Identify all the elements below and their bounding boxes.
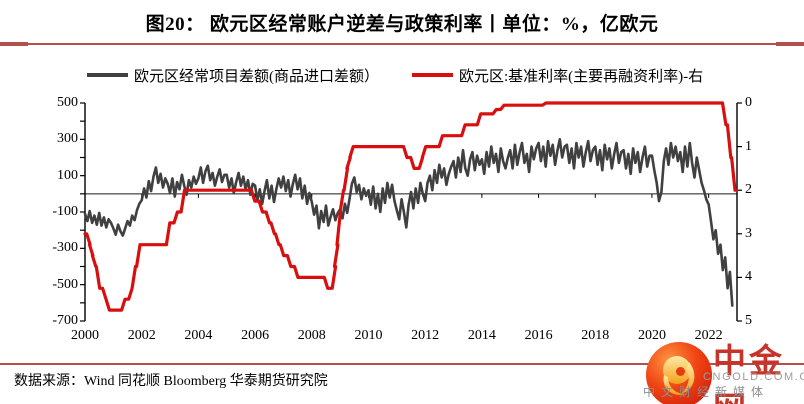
y-right-tick-label: 3 xyxy=(745,225,752,241)
top-divider-rule xyxy=(0,43,804,45)
y-left-tick-label: -300 xyxy=(52,240,78,256)
y-left-tick-label: -100 xyxy=(52,204,78,219)
y-right-tick-label: 5 xyxy=(745,313,752,328)
y-right-tick-label: 2 xyxy=(745,182,752,198)
series-policy-rate-line xyxy=(83,101,739,312)
y-left-tick-label: 500 xyxy=(57,95,78,110)
x-axis-tick-label: 2006 xyxy=(241,328,270,343)
red-line-swatch-icon xyxy=(412,73,453,77)
cngold-domain-text: CNGOLD.COM.CN xyxy=(703,371,804,383)
x-axis-tick-label: 2004 xyxy=(184,328,213,343)
y-left-tick-label: -700 xyxy=(52,313,78,328)
legend-label-current-account: 欧元区经常项目差额(商品进口差额） xyxy=(134,68,379,85)
x-axis-tick-label: 2008 xyxy=(297,328,326,343)
x-axis-tick-label: 2018 xyxy=(581,328,610,343)
top-rule-left-cap xyxy=(0,42,28,46)
x-axis-tick-label: 2016 xyxy=(524,328,553,343)
figure-title: 图20： 欧元区经常账户逆差与政策利率丨单位：%，亿欧元 xyxy=(145,14,659,35)
data-source-note: 数据来源：Wind 同花顺 Bloomberg 华泰期货研究院 xyxy=(14,374,328,389)
cngold-brand-text: 中金网 xyxy=(713,342,785,404)
x-axis-tick-label: 2000 xyxy=(71,328,99,343)
legend-item-policy-rate: 欧元区:基准利率(主要再融资利率)-右 xyxy=(412,65,703,85)
top-rule-right-cap xyxy=(776,42,804,46)
y-right-tick-label: 4 xyxy=(745,269,752,285)
y-left-tick-label: 300 xyxy=(57,131,78,147)
legend-label-policy-rate: 欧元区:基准利率(主要再融资利率)-右 xyxy=(459,68,704,85)
gray-line-swatch-icon xyxy=(87,73,128,77)
y-right-tick-label: 0 xyxy=(745,95,752,110)
bottom-divider-rule xyxy=(0,363,804,365)
x-axis-tick-label: 2014 xyxy=(467,328,496,343)
y-left-tick-label: 100 xyxy=(57,167,78,183)
y-left-tick-label: -500 xyxy=(52,276,78,292)
y-right-tick-label: 1 xyxy=(745,138,752,154)
chart-legend: 欧元区经常项目差额(商品进口差额） 欧元区:基准利率(主要再融资利率)-右 xyxy=(0,65,804,85)
cngold-logo-icon xyxy=(645,341,713,404)
x-axis-tick-label: 2012 xyxy=(411,328,440,343)
x-axis-tick-label: 2010 xyxy=(354,328,383,343)
x-axis-tick-label: 2002 xyxy=(127,328,156,343)
series-current-account-line xyxy=(83,138,734,307)
x-axis-tick-label: 2022 xyxy=(694,328,723,343)
x-axis-tick-label: 2020 xyxy=(637,328,666,343)
legend-item-current-account: 欧元区经常项目差额(商品进口差额） xyxy=(87,65,379,85)
cngold-logo: 中金网 CNGOLD.COM.CN 中文财经新媒体 xyxy=(641,330,804,404)
cngold-tagline-text: 中文财经新媒体 xyxy=(643,385,770,399)
